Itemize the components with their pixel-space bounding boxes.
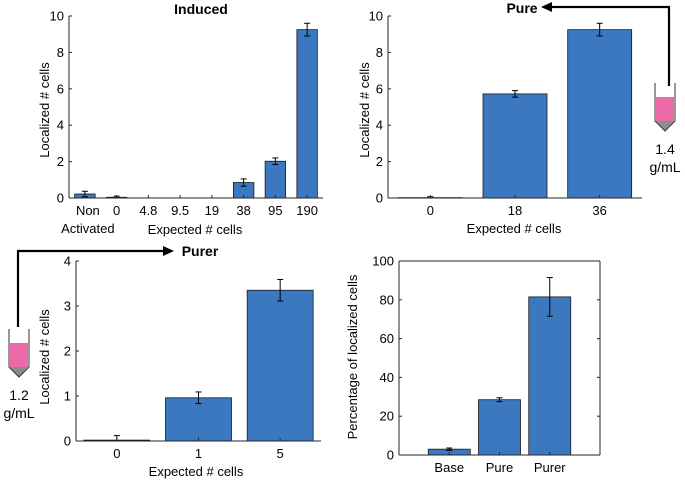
y-tick-label: 20 — [380, 409, 394, 424]
x-tick-label: Purer — [534, 460, 566, 475]
panel-induced-ylabel: Localized # cells — [37, 62, 52, 158]
x-tick-label: Pure — [486, 460, 513, 475]
y-tick-label: 40 — [380, 370, 394, 385]
x-tick-label: 95 — [268, 203, 282, 218]
purer-annotation: Purer 1.2 g/mL — [3, 243, 218, 421]
panel-purer-title: Purer — [182, 243, 219, 259]
bar — [478, 399, 521, 456]
pure-arrow-head — [541, 2, 552, 12]
y-tick-label: 10 — [50, 9, 64, 24]
x-tick-label: 19 — [205, 203, 219, 218]
x-tick-label: 190 — [296, 203, 318, 218]
y-tick-label: 0 — [387, 448, 394, 463]
x-tick-label: 9.5 — [171, 203, 189, 218]
bar — [482, 93, 548, 199]
bar — [528, 296, 572, 456]
x-tick-label: 0 — [113, 446, 120, 461]
y-tick-label: 8 — [57, 45, 64, 60]
y-tick-label: 4 — [64, 254, 71, 269]
panel-purer: Localized # cells Expected # cells 0 1 2 3 4… — [37, 254, 321, 479]
panel-percentage: Percentage of localized cells 0 20 40 60 80 1… — [345, 254, 601, 475]
panel-induced: Induced Localized # cells Expected # cel… — [37, 1, 323, 237]
y-tick-label: 10 — [369, 9, 383, 24]
panel-percentage-ylabel: Percentage of localized cells — [345, 274, 360, 439]
pure-arrow-line — [550, 5, 671, 86]
tube-density-unit: g/mL — [3, 405, 34, 421]
x-tick-label: Base — [434, 460, 464, 475]
bar — [165, 397, 232, 442]
y-tick-label: 6 — [57, 81, 64, 96]
x-tick-label: 1 — [195, 446, 202, 461]
x-tick-label: 0 — [113, 203, 120, 218]
y-tick-label: 3 — [64, 299, 71, 314]
y-tick-label: 0 — [376, 191, 383, 206]
tube-density-value: 1.2 — [9, 387, 29, 403]
tube-icon — [8, 329, 30, 378]
panel-purer-ylabel: Localized # cells — [37, 309, 52, 405]
bar — [567, 29, 633, 199]
tube-icon — [654, 83, 676, 132]
bar — [296, 29, 318, 199]
y-tick-label: 80 — [380, 292, 394, 307]
x-tick-label: 4.8 — [139, 203, 157, 218]
bar — [246, 289, 314, 442]
purer-arrow-head — [163, 246, 174, 256]
y-tick-label: 100 — [372, 254, 394, 269]
bar — [264, 160, 287, 199]
pure-annotation: Pure 1.4 g/mL — [506, 0, 680, 175]
y-tick-label: 2 — [57, 154, 64, 169]
y-tick-label: 60 — [380, 331, 394, 346]
tube-density-unit: g/mL — [649, 159, 680, 175]
y-tick-label: 2 — [376, 154, 383, 169]
y-tick-label: 4 — [376, 118, 383, 133]
x-tick-label: Activated — [61, 221, 114, 236]
y-tick-label: 0 — [64, 434, 71, 449]
panel-pure-ylabel: Localized # cells — [357, 62, 372, 158]
x-tick-label: 0 — [427, 203, 434, 218]
y-tick-label: 2 — [64, 344, 71, 359]
x-tick-label: 18 — [508, 203, 522, 218]
x-tick-label: Non — [76, 203, 100, 218]
x-tick-label: 36 — [592, 203, 606, 218]
tube-density-value: 1.4 — [655, 141, 675, 157]
y-tick-label: 4 — [57, 118, 64, 133]
panel-purer-xlabel: Expected # cells — [149, 464, 244, 479]
y-tick-label: 8 — [376, 45, 383, 60]
panel-induced-title: Induced — [174, 1, 228, 17]
y-tick-label: 1 — [64, 389, 71, 404]
y-tick-label: 6 — [376, 81, 383, 96]
panel-pure: Localized # cells Expected # cells 0 2 4 6 8… — [357, 9, 642, 236]
panel-pure-xlabel: Expected # cells — [467, 221, 562, 236]
y-tick-label: 0 — [57, 191, 64, 206]
panel-induced-xlabel: Expected # cells — [148, 222, 243, 237]
panel-pure-title: Pure — [506, 0, 537, 16]
x-tick-label: 38 — [236, 203, 250, 218]
purer-arrow-line — [16, 249, 165, 327]
x-tick-label: 5 — [277, 446, 284, 461]
